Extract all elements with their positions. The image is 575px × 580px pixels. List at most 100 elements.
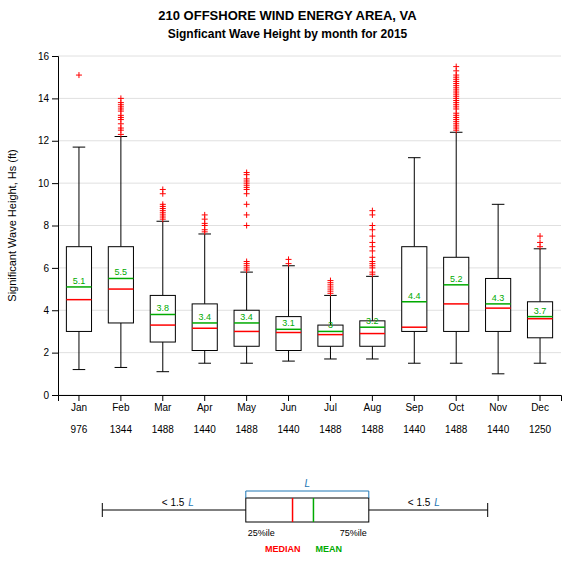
tick-label: Jul [324,402,337,413]
tick-label: 0 [43,390,49,401]
box-group [486,204,511,374]
tick-mark [78,395,79,401]
tick-label: Apr [197,402,213,413]
counts: 9761344148814401488144014881488144014881… [71,424,552,435]
box [527,302,552,338]
y-axis: 0246810121416 [38,51,59,401]
outlier [369,233,375,239]
tick-label: 12 [38,135,50,146]
tick-mark [52,141,58,142]
mean-line [318,331,343,333]
box [276,317,301,351]
box-group [150,186,175,371]
tick: 10 [38,178,58,189]
tick: Jun [280,395,296,413]
tick-label: Oct [448,402,464,413]
legend-cap [487,503,488,517]
legend: L< 1.5L< 1.5L25%ile75%ileMEDIANMEAN [102,478,487,554]
box-group [527,233,552,363]
box [192,304,217,351]
tick: May [237,395,256,413]
tick-mark [52,56,58,57]
box-group [444,64,469,364]
outlier [244,259,250,265]
box [486,278,511,331]
whisker-cap [240,363,253,364]
whisker-cap [115,367,128,368]
whisker-cap [408,363,421,364]
legend-bracket [246,491,369,498]
box-group [192,212,217,363]
whisker-cap [282,361,295,362]
title: 210 OFFSHORE WIND ENERGY AREA, VA [158,8,417,23]
mean-line [444,284,469,286]
count-label: 1440 [403,424,426,435]
count-label: 1488 [319,424,342,435]
outlier [244,201,250,207]
whisker [120,137,121,247]
whisker [330,346,331,359]
legend-annotation: L [434,497,440,508]
mean-label: 3.1 [282,318,295,328]
legend-annotation: < 1.5 [408,497,431,508]
mean-line [486,303,511,305]
outlier [327,278,333,284]
outlier [118,95,124,101]
tick: Jan [71,395,87,413]
tick: 12 [38,135,58,146]
count-label: 1488 [236,424,259,435]
tick-label: Aug [363,402,381,413]
tick-mark [372,395,373,401]
tick-label: Dec [531,402,549,413]
legend-entry: MEDIAN [265,544,301,554]
tick: Jul [324,395,337,413]
y-axis-title: Significant Wave Height, Hs (ft) [6,149,18,301]
whisker [288,351,289,362]
box [444,257,469,331]
whisker [540,338,541,363]
tick-label: Feb [112,402,130,413]
median-line [360,333,385,335]
mean-line [108,278,133,280]
median-line [444,303,469,305]
whisker [204,351,205,364]
tick-mark [162,395,163,401]
whisker-cap [324,358,337,359]
tick-label: 16 [38,51,50,62]
mean-label: 5.5 [115,267,128,277]
box-group [66,72,91,370]
tick-label: 8 [43,220,49,231]
legend-annotation: < 1.5 [162,497,185,508]
tick-mark [330,395,331,401]
tick-mark [52,353,58,354]
tick-label: Nov [489,402,507,413]
subtitle: Signficant Wave Height by month for 2015 [168,27,408,41]
median-line [150,324,175,326]
whisker-cap [157,371,170,372]
whisker [498,331,499,373]
outlier [202,212,208,218]
legend-entry: MEAN [315,544,342,554]
whisker [78,147,79,247]
whisker [456,331,457,363]
plot: 0246810121416JanFebMarAprMayJunJulAugSep… [38,51,562,435]
mean-line [402,301,427,303]
count-label: 1440 [194,424,217,435]
box [234,310,259,346]
tick-mark [414,395,415,401]
whisker [540,249,541,302]
box [402,247,427,332]
tick: Sep [405,395,423,413]
legend-mean [313,498,315,522]
mean-label: 4.3 [492,293,505,303]
tick-mark [540,395,541,401]
count-label: 1440 [277,424,300,435]
mean-line [66,286,91,288]
grid-line [58,140,561,141]
tick-label: 6 [43,263,49,274]
legend-box [246,498,369,522]
tick-mark [52,310,58,311]
tick-mark [52,98,58,99]
tick-mark [288,395,289,401]
whisker [414,158,415,247]
